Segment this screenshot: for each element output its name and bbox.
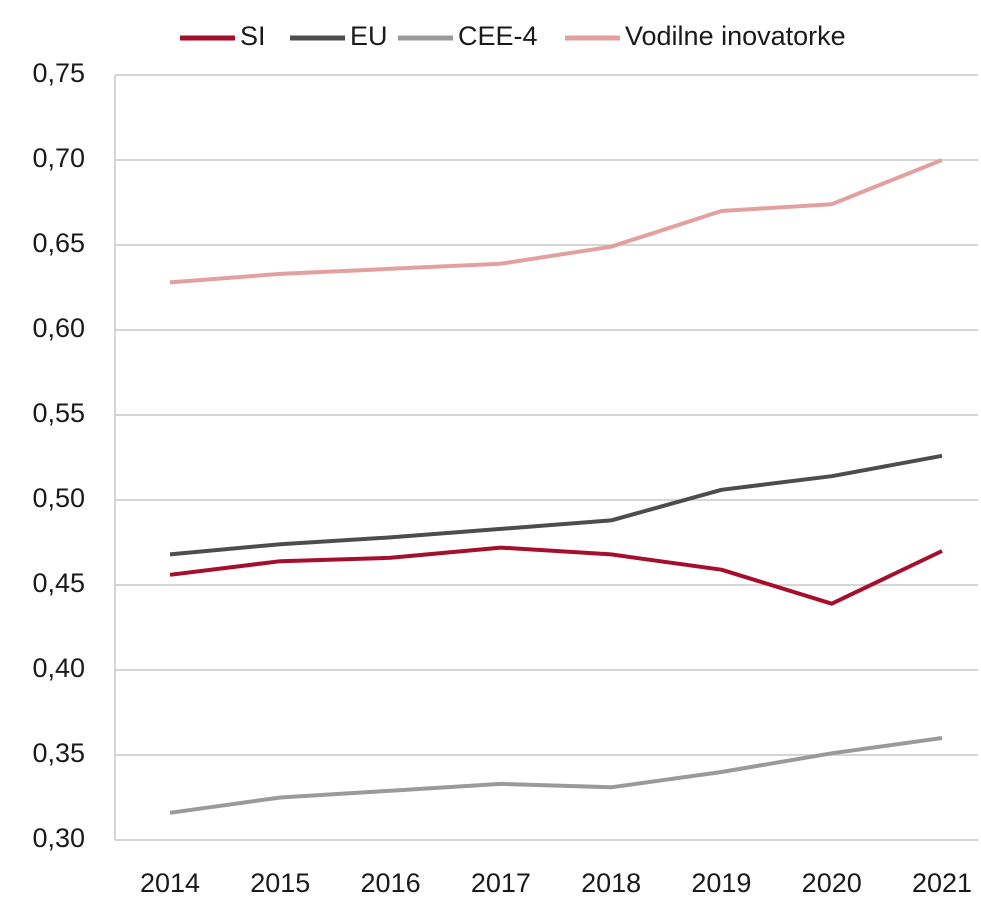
series-line: [169, 545, 943, 606]
x-tick-label: 2016: [361, 868, 421, 898]
y-tick-label: 0,75: [32, 58, 85, 88]
x-tick-label: 2014: [140, 868, 200, 898]
y-tick-label: 0,65: [32, 228, 85, 258]
x-tick-label: 2021: [912, 868, 972, 898]
x-tick-label: 2019: [691, 868, 751, 898]
x-tick-label: 2017: [471, 868, 531, 898]
series-line: [169, 736, 943, 815]
y-tick-label: 0,35: [32, 738, 85, 768]
y-tick-label: 0,45: [32, 568, 85, 598]
y-tick-label: 0,50: [32, 483, 85, 513]
legend-label: Vodilne inovatorke: [625, 21, 846, 51]
legend-label: CEE-4: [458, 21, 538, 51]
x-tick-label: 2015: [250, 868, 310, 898]
legend-label: EU: [350, 21, 388, 51]
series-line: [169, 453, 943, 557]
series-line: [169, 158, 943, 285]
y-tick-label: 0,60: [32, 313, 85, 343]
legend-label: SI: [240, 21, 266, 51]
x-tick-label: 2018: [581, 868, 641, 898]
y-tick-label: 0,40: [32, 653, 85, 683]
y-tick-label: 0,55: [32, 398, 85, 428]
x-tick-label: 2020: [802, 868, 862, 898]
y-tick-label: 0,70: [32, 143, 85, 173]
y-tick-label: 0,30: [32, 823, 85, 853]
